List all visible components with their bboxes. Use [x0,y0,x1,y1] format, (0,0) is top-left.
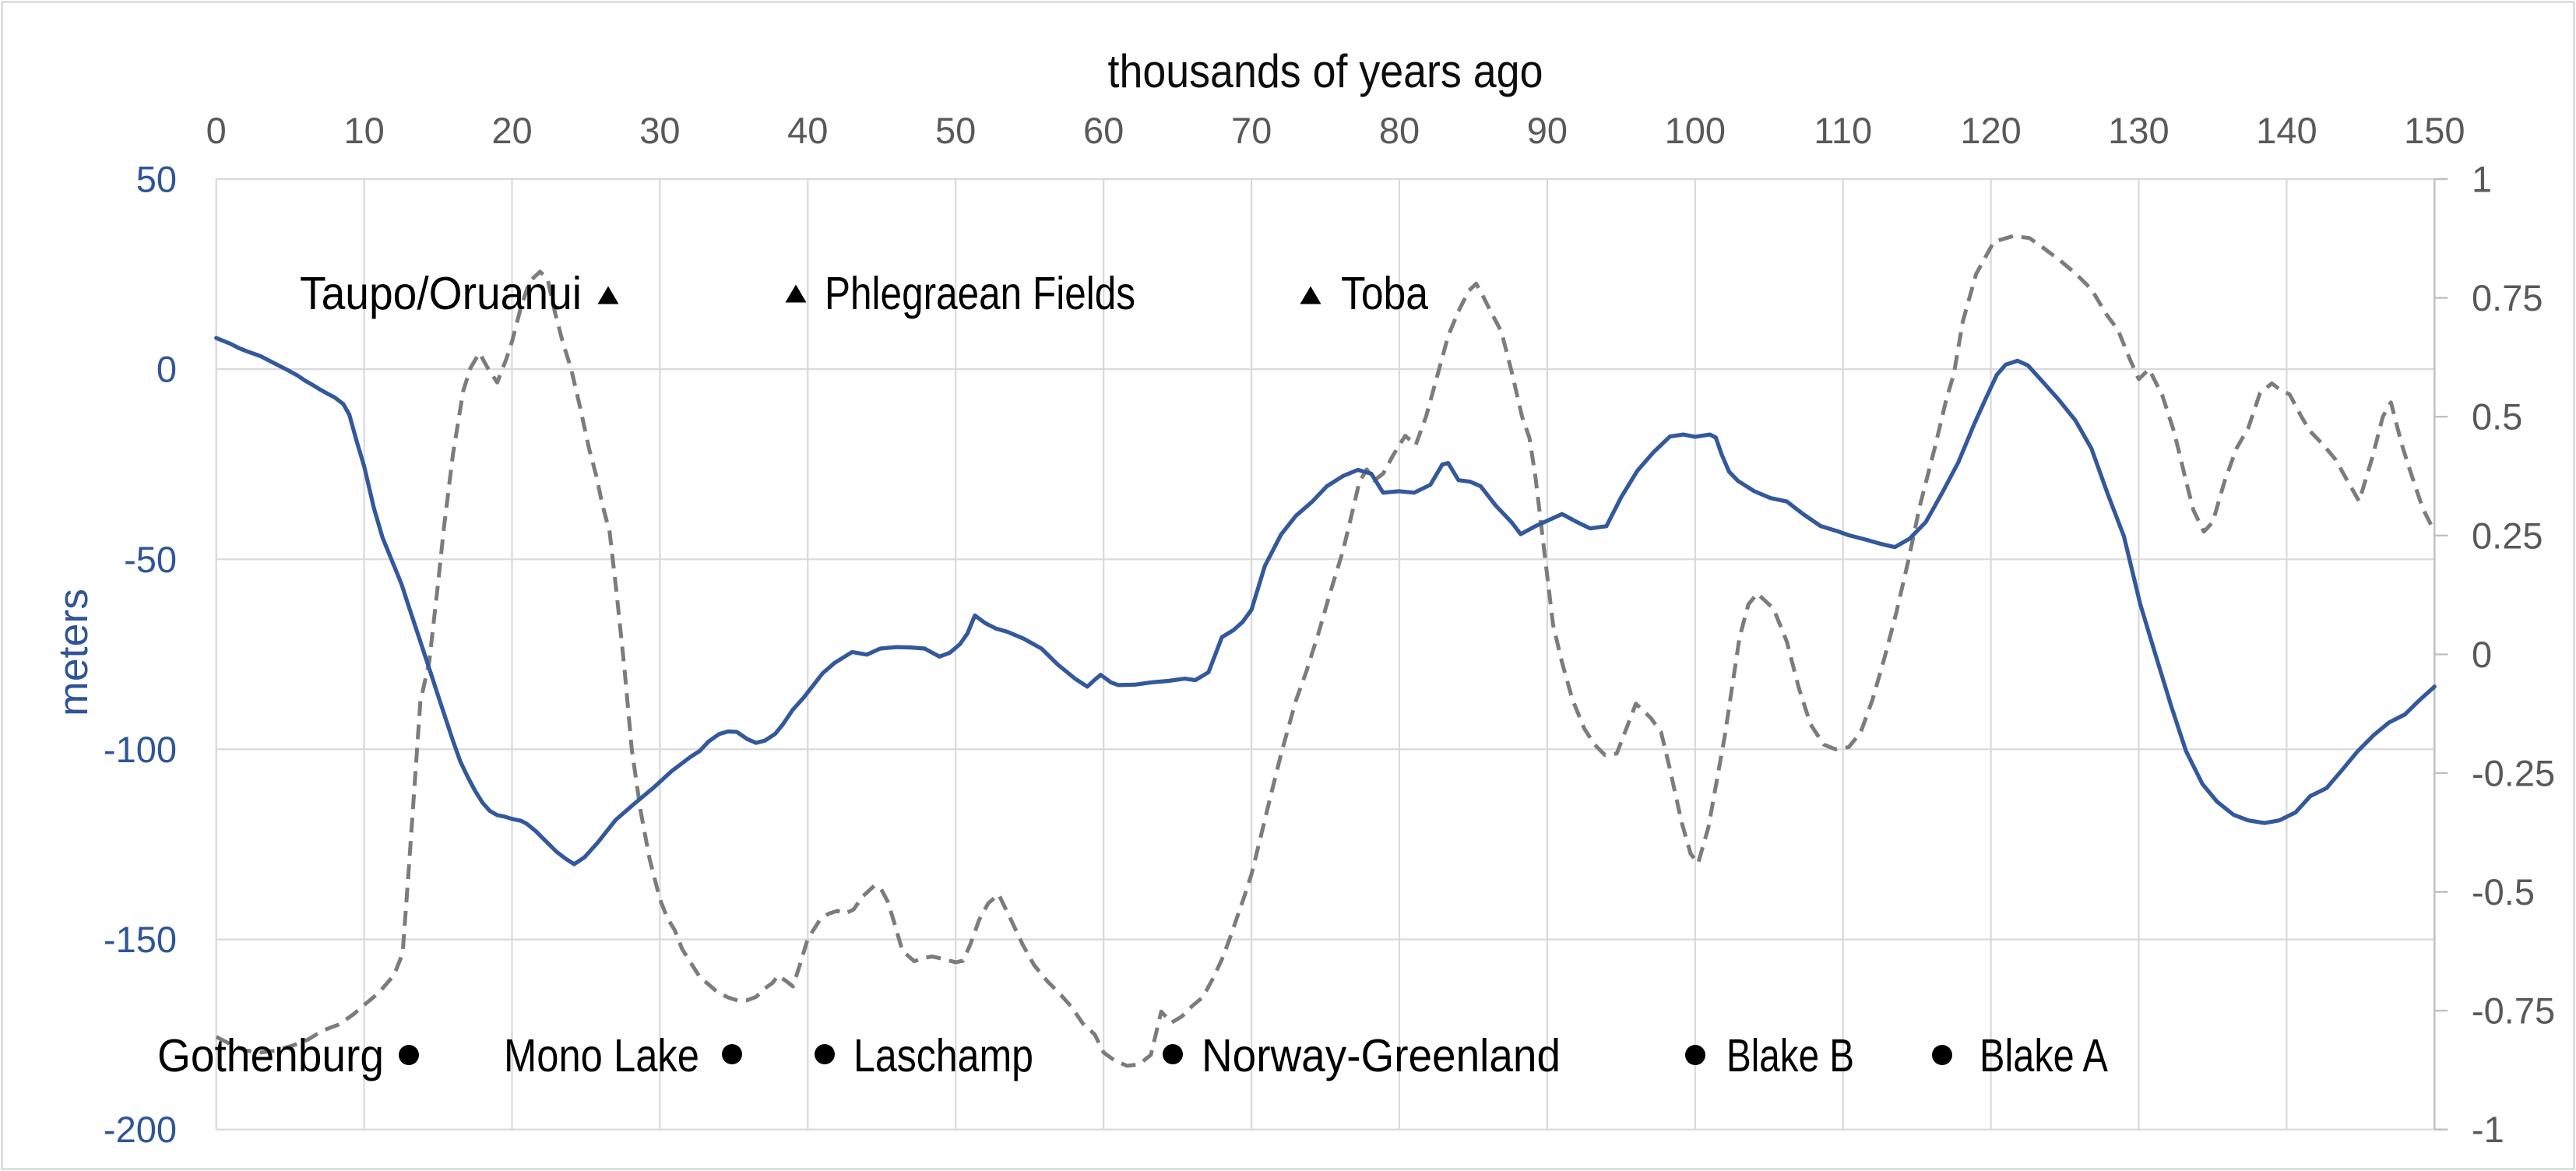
svg-text:Laschamp: Laschamp [853,1030,1033,1081]
svg-text:Mono Lake: Mono Lake [504,1030,699,1081]
svg-text:Taupo/Oruanui: Taupo/Oruanui [300,268,582,319]
svg-text:20: 20 [491,110,532,151]
svg-text:thousands of years ago: thousands of years ago [1108,45,1543,97]
svg-text:Gothenburg: Gothenburg [157,1030,384,1081]
svg-text:0.75: 0.75 [2472,277,2543,318]
svg-text:50: 50 [935,110,976,151]
svg-text:-0.75: -0.75 [2472,990,2555,1032]
svg-text:1: 1 [2472,159,2492,200]
svg-text:-0.25: -0.25 [2472,752,2555,793]
svg-text:140: 140 [2256,110,2317,151]
svg-text:0.25: 0.25 [2472,515,2543,556]
svg-text:50: 50 [136,159,177,200]
svg-text:Blake A: Blake A [1980,1030,2109,1081]
svg-text:30: 30 [639,110,680,151]
svg-text:0: 0 [206,110,227,151]
svg-text:Blake B: Blake B [1726,1030,1854,1081]
svg-text:110: 110 [1814,110,1872,151]
svg-text:-1: -1 [2472,1109,2504,1150]
svg-text:meters: meters [51,589,97,716]
svg-text:-100: -100 [104,729,177,770]
svg-text:150: 150 [2404,110,2465,151]
svg-text:90: 90 [1527,110,1568,151]
svg-text:-50: -50 [124,539,177,580]
svg-text:100: 100 [1665,110,1726,151]
svg-text:80: 80 [1379,110,1420,151]
svg-text:Norway-Greenland: Norway-Greenland [1202,1030,1561,1081]
svg-text:-150: -150 [104,919,177,960]
svg-text:-200: -200 [104,1109,177,1150]
svg-text:120: 120 [1960,110,2021,151]
svg-text:130: 130 [2108,110,2169,151]
svg-text:0: 0 [2472,634,2492,675]
svg-text:Phlegraean Fields: Phlegraean Fields [825,268,1135,319]
svg-text:40: 40 [787,110,828,151]
svg-text:0.5: 0.5 [2472,396,2522,438]
svg-text:0: 0 [157,349,177,390]
svg-text:Toba: Toba [1341,268,1428,319]
svg-text:60: 60 [1083,110,1124,151]
svg-text:70: 70 [1231,110,1272,151]
svg-text:-0.5: -0.5 [2472,871,2535,913]
svg-text:10: 10 [343,110,384,151]
